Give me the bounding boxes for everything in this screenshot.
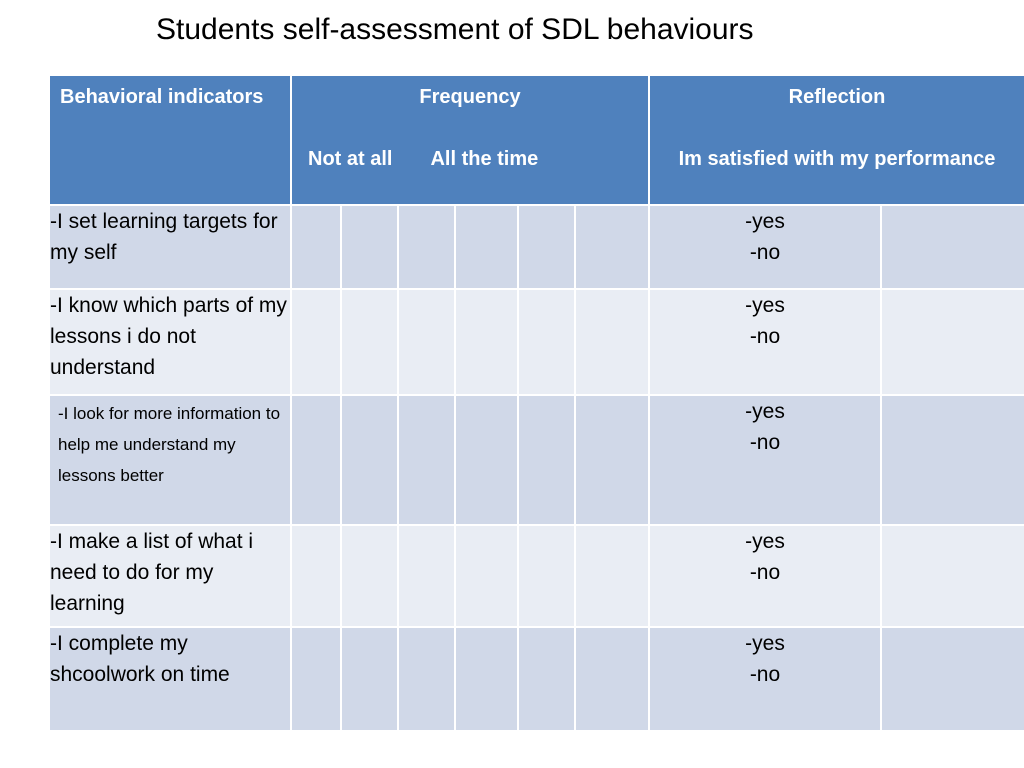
frequency-cell-2[interactable] <box>340 626 399 732</box>
indicator-cell: -I set learning targets for my self <box>48 204 292 290</box>
yes-option[interactable]: -yes <box>745 632 785 655</box>
frequency-cell-2[interactable] <box>340 288 399 396</box>
table-row: -I know which parts of my lessons i do n… <box>48 288 1024 396</box>
indicator-cell: -I make a list of what i need to do for … <box>48 524 292 628</box>
frequency-cell-5[interactable] <box>517 204 576 290</box>
no-option[interactable]: -no <box>749 431 781 454</box>
frequency-cell-4[interactable] <box>454 626 519 732</box>
frequency-scale: Not at all All the time <box>293 144 647 175</box>
frequency-cell-3[interactable] <box>397 288 456 396</box>
frequency-cell-3[interactable] <box>397 394 456 526</box>
no-option[interactable]: -no <box>749 561 781 584</box>
header-frequency: Frequency Not at all All the time <box>290 74 650 206</box>
frequency-cell-6[interactable] <box>574 288 650 396</box>
reflection-answer-cell[interactable] <box>879 204 1024 290</box>
no-option[interactable]: -no <box>749 663 781 686</box>
indicator-cell: -I complete my shcoolwork on time <box>48 626 292 732</box>
yes-no-cell: -yes -no <box>648 626 882 732</box>
frequency-cell-4[interactable] <box>454 394 519 526</box>
sdl-assessment-table: Behavioral indicators Frequency Not at a… <box>48 74 1024 732</box>
table-row: -I complete my shcoolwork on time -yes -… <box>48 626 1024 732</box>
frequency-cell-1[interactable] <box>290 394 342 526</box>
yes-option[interactable]: -yes <box>745 294 785 317</box>
frequency-cell-2[interactable] <box>340 394 399 526</box>
yes-option[interactable]: -yes <box>745 210 785 233</box>
frequency-low-label: Not at all <box>308 148 393 170</box>
slide-title: Students self-assessment of SDL behaviou… <box>156 13 754 46</box>
yes-no-cell: -yes -no <box>648 204 882 290</box>
reflection-answer-cell[interactable] <box>879 288 1024 396</box>
reflection-answer-cell[interactable] <box>879 524 1024 628</box>
header-row: Behavioral indicators Frequency Not at a… <box>48 74 1024 206</box>
table-row: -I set learning targets for my self -yes… <box>48 204 1024 290</box>
frequency-cell-1[interactable] <box>290 626 342 732</box>
frequency-cell-5[interactable] <box>517 626 576 732</box>
reflection-answer-cell[interactable] <box>879 626 1024 732</box>
header-indicators: Behavioral indicators <box>48 74 292 206</box>
frequency-cell-3[interactable] <box>397 524 456 628</box>
yes-option[interactable]: -yes <box>745 400 785 423</box>
frequency-cell-4[interactable] <box>454 204 519 290</box>
no-option[interactable]: -no <box>749 325 781 348</box>
frequency-cell-6[interactable] <box>574 204 650 290</box>
frequency-cell-3[interactable] <box>397 204 456 290</box>
reflection-title: Reflection <box>788 86 886 108</box>
indicator-cell: -I know which parts of my lessons i do n… <box>48 288 292 396</box>
frequency-cell-6[interactable] <box>574 626 650 732</box>
frequency-cell-1[interactable] <box>290 288 342 396</box>
frequency-cell-2[interactable] <box>340 204 399 290</box>
yes-no-cell: -yes -no <box>648 394 882 526</box>
frequency-title: Frequency <box>419 86 521 108</box>
frequency-cell-1[interactable] <box>290 524 342 628</box>
reflection-question: Im satisfied with my performance <box>678 148 996 170</box>
frequency-cell-3[interactable] <box>397 626 456 732</box>
frequency-cell-5[interactable] <box>517 288 576 396</box>
frequency-cell-2[interactable] <box>340 524 399 628</box>
frequency-high-label: All the time <box>430 148 539 170</box>
frequency-cell-4[interactable] <box>454 288 519 396</box>
frequency-cell-1[interactable] <box>290 204 342 290</box>
yes-option[interactable]: -yes <box>745 530 785 553</box>
frequency-cell-4[interactable] <box>454 524 519 628</box>
no-option[interactable]: -no <box>749 241 781 264</box>
frequency-cell-5[interactable] <box>517 524 576 628</box>
reflection-answer-cell[interactable] <box>879 394 1024 526</box>
yes-no-cell: -yes -no <box>648 288 882 396</box>
indicator-cell: -I look for more information to help me … <box>48 394 292 526</box>
header-reflection: Reflection Im satisfied with my performa… <box>647 74 1024 206</box>
yes-no-cell: -yes -no <box>648 524 882 628</box>
table-row: -I make a list of what i need to do for … <box>48 524 1024 628</box>
frequency-cell-6[interactable] <box>574 524 650 628</box>
frequency-cell-5[interactable] <box>517 394 576 526</box>
frequency-cell-6[interactable] <box>574 394 650 526</box>
table-row: -I look for more information to help me … <box>48 394 1024 526</box>
